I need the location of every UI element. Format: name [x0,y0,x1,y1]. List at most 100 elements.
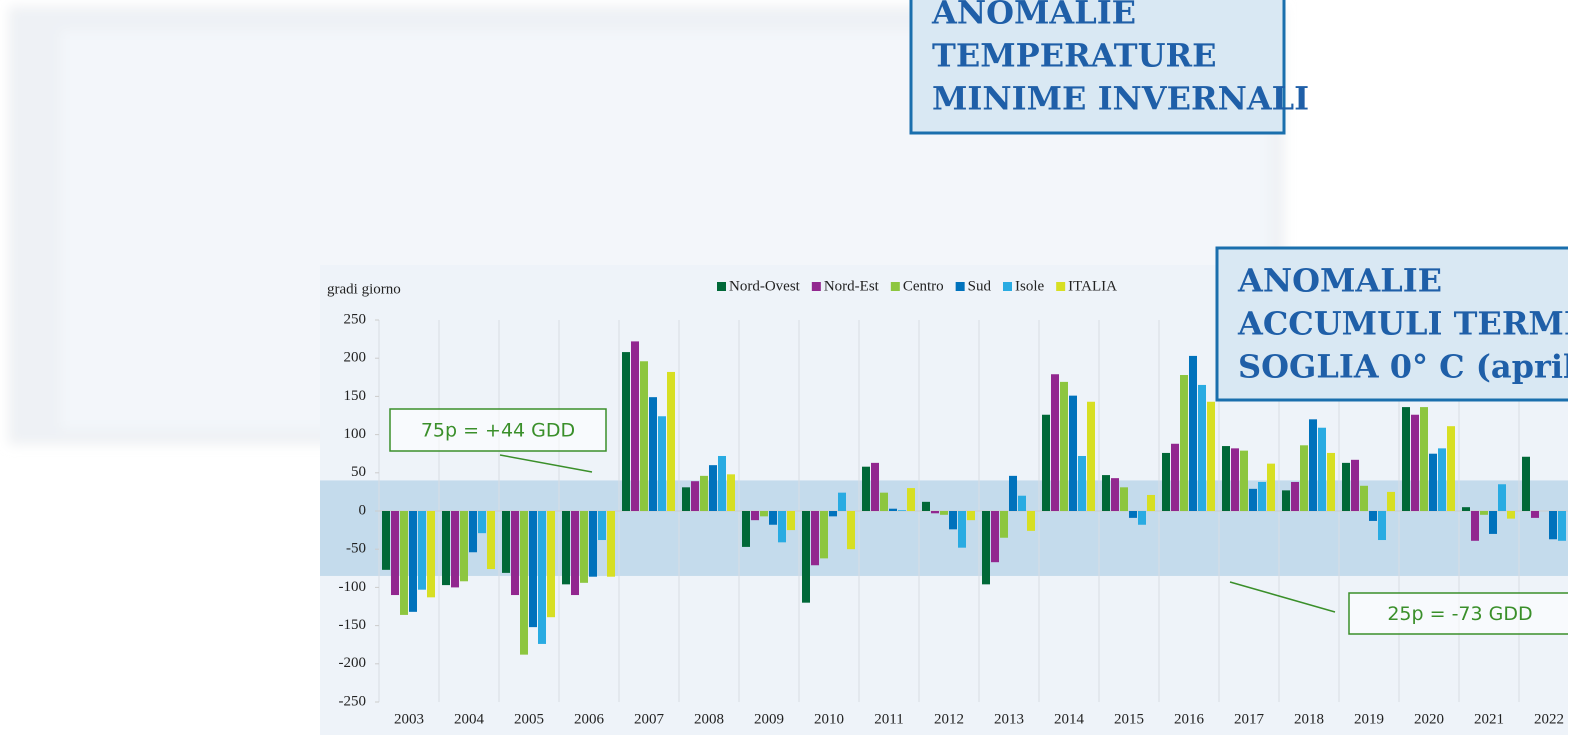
bar [1222,446,1230,511]
y-tick-label: 100 [344,426,367,442]
bar [691,481,699,511]
x-tick-label: 2009 [754,711,784,727]
bar [1258,481,1266,511]
bar [907,488,915,511]
annotation: 25p = -73 GDD [1387,603,1532,625]
bar [940,511,948,515]
bar [649,397,657,511]
y-tick-label: -250 [339,693,367,709]
y-tick-label: -150 [339,617,367,633]
bar [682,487,690,511]
bar [922,501,930,511]
bar [1078,455,1086,511]
bar [1249,488,1257,511]
bar [1240,450,1248,511]
bar [778,511,786,543]
x-tick-label: 2005 [514,711,544,727]
bar [1111,478,1119,511]
bar [1462,507,1470,511]
bar [1327,452,1335,511]
bar [1471,511,1479,541]
legend-swatch [717,282,726,291]
x-tick-label: 2010 [814,711,844,727]
bar [667,371,675,511]
bar [562,511,570,585]
x-tick-label: 2020 [1414,711,1444,727]
bar [502,511,510,573]
bar [382,511,390,570]
bar [871,462,879,511]
title-line: ANOMALIE [931,0,1136,32]
bar [1129,511,1137,518]
bar [1360,485,1368,511]
x-tick-label: 2017 [1234,711,1265,727]
content: ANOMALIE TEMPERATURE MINIME INVERNALI 2003… [9,0,1568,735]
x-tick-label: 2007 [634,711,665,727]
bar [718,455,726,511]
bar [1378,511,1386,541]
x-tick-label: 2022 [1534,711,1564,727]
bar [442,511,450,586]
x-tick-label: 2006 [574,711,605,727]
bar [880,492,888,511]
x-tick-label: 2021 [1474,711,1504,727]
legend-label: Sud [968,278,992,294]
y-tick-label: -100 [339,579,367,595]
bar [1087,401,1095,511]
bar [409,511,417,612]
bar [1447,426,1455,511]
bar [751,511,759,521]
legend-swatch [1003,282,1012,291]
bar [1120,487,1128,511]
bar [1051,374,1059,511]
bar [967,511,975,521]
x-tick-label: 2014 [1054,711,1085,727]
bar [1291,481,1299,511]
y-tick-label: -200 [339,655,367,671]
annotation: 75p = +44 GDD [421,420,575,442]
bar [1489,511,1497,534]
annotation-pointer [1229,581,1336,613]
bar [958,511,966,548]
bar [487,511,495,570]
bar [811,511,819,566]
bar [1171,443,1179,511]
y-tick-label: -50 [346,541,366,557]
bar [931,511,939,514]
x-tick-label: 2013 [994,711,1024,727]
bar [889,508,897,511]
legend-swatch [890,282,900,291]
legend-label: Isole [1015,278,1045,294]
bar [1189,355,1197,511]
bar [1351,459,1359,511]
x-tick-label: 2015 [1114,711,1144,727]
legend-label: Nord-Ovest [729,278,801,294]
bar [727,474,735,511]
title-line: MINIME INVERNALI [932,80,1309,118]
bar [709,465,717,511]
bar [700,475,708,511]
y-tick-label: 0 [359,502,367,518]
title-box [1215,246,1568,402]
bar [1198,384,1206,511]
background-title-box: ANOMALIE TEMPERATURE MINIME INVERNALI [909,0,1309,135]
legend-swatch [1056,282,1066,291]
bar [1231,448,1239,511]
bar [1267,463,1275,511]
x-tick-label: 2012 [934,711,964,727]
bar [400,511,408,615]
bar [1162,452,1170,511]
bar [991,511,999,563]
bar [1429,453,1437,511]
bar [520,511,528,655]
bar [1498,484,1506,511]
bar [1522,456,1530,511]
bar [982,511,990,585]
bar [862,466,870,511]
bar [1531,511,1539,518]
bar [529,511,537,628]
bar [1282,490,1290,511]
bar [1387,491,1395,511]
bar [1060,381,1068,511]
